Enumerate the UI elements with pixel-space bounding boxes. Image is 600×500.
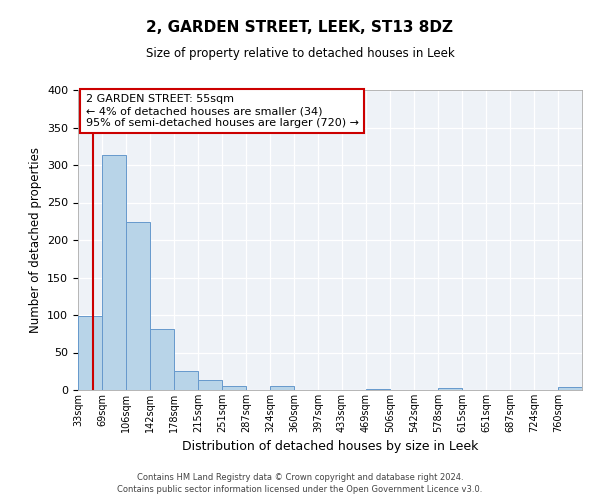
Text: Contains HM Land Registry data © Crown copyright and database right 2024.: Contains HM Land Registry data © Crown c… [137, 472, 463, 482]
Text: Contains public sector information licensed under the Open Government Licence v3: Contains public sector information licen… [118, 485, 482, 494]
Bar [102, 155, 126, 390]
Bar [366, 388, 390, 390]
Bar [78, 316, 102, 390]
Bar [126, 222, 150, 390]
Bar [198, 380, 222, 390]
X-axis label: Distribution of detached houses by size in Leek: Distribution of detached houses by size … [182, 440, 478, 454]
Text: 2 GARDEN STREET: 55sqm
← 4% of detached houses are smaller (34)
95% of semi-deta: 2 GARDEN STREET: 55sqm ← 4% of detached … [86, 94, 359, 128]
Bar [174, 371, 198, 390]
Y-axis label: Number of detached properties: Number of detached properties [29, 147, 41, 333]
Bar [438, 388, 462, 390]
Bar [270, 386, 294, 390]
Bar [558, 387, 582, 390]
Text: Size of property relative to detached houses in Leek: Size of property relative to detached ho… [146, 48, 454, 60]
Bar [150, 329, 174, 390]
Bar [222, 386, 246, 390]
Text: 2, GARDEN STREET, LEEK, ST13 8DZ: 2, GARDEN STREET, LEEK, ST13 8DZ [146, 20, 454, 35]
